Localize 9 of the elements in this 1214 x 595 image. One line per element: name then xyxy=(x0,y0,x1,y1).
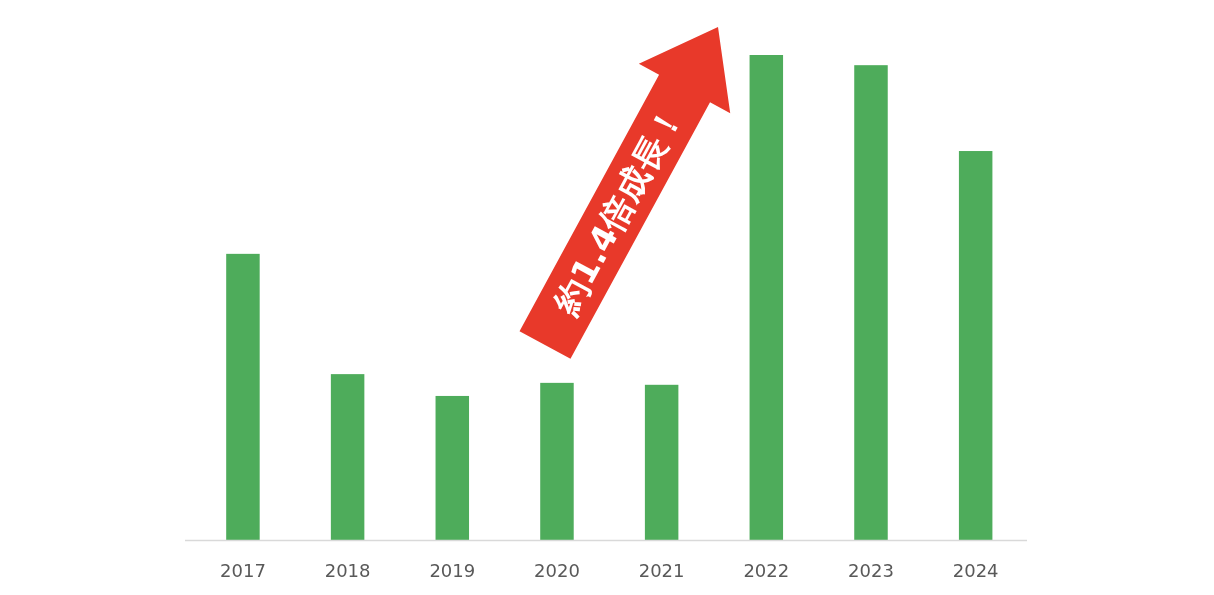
annotation: 約1.4倍成長！ xyxy=(545,99,692,322)
x-tick-label: 2021 xyxy=(638,560,685,581)
x-tick-label: 2018 xyxy=(324,560,371,581)
x-tick-label: 2023 xyxy=(848,560,894,581)
x-tick-label: 2024 xyxy=(952,560,999,581)
x-tick-label: 2022 xyxy=(743,560,790,581)
x-tick-label: 2020 xyxy=(534,560,580,581)
x-tick-label: 2019 xyxy=(429,560,476,581)
x-tick-label: 2017 xyxy=(220,560,266,581)
